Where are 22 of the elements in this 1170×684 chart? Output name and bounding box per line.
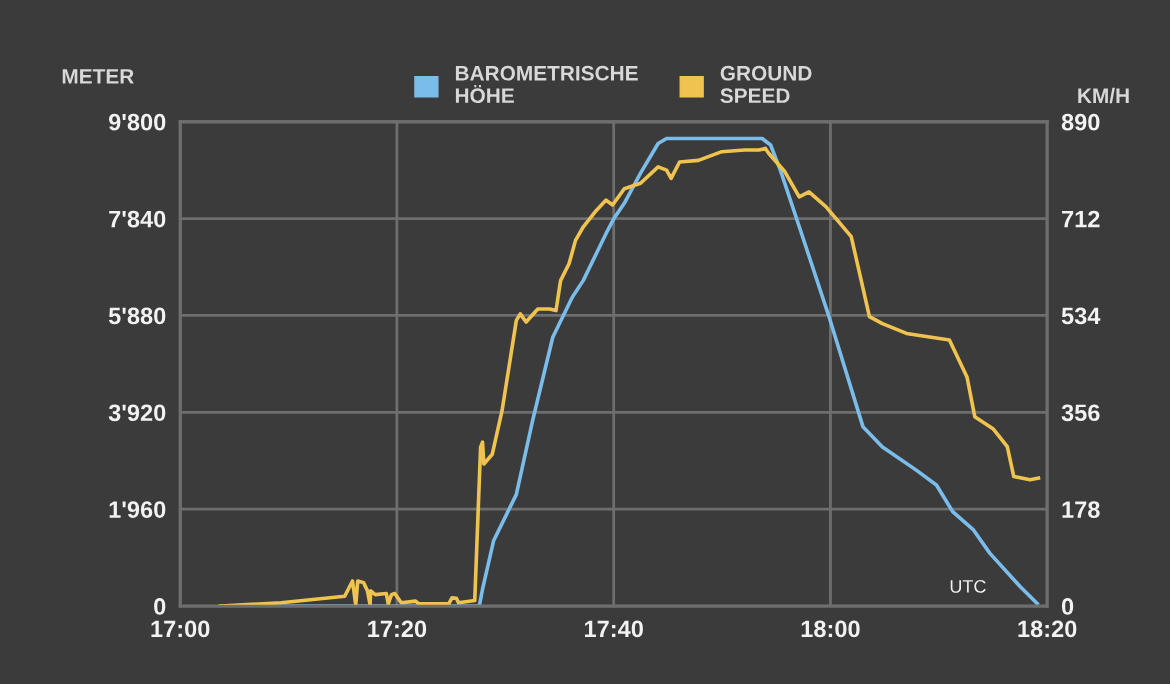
y2-tick-label: 356 bbox=[1061, 404, 1100, 422]
y2-tick-label: 534 bbox=[1061, 307, 1101, 325]
y-tick-label: 9'800 bbox=[108, 113, 166, 131]
x-tick-label: 17:40 bbox=[584, 620, 643, 638]
y-tick-label: 1'960 bbox=[109, 501, 166, 518]
x-tick-label: 17:20 bbox=[368, 620, 427, 638]
y-axis-title: METER bbox=[62, 69, 134, 84]
x-tick-label: 18:20 bbox=[1018, 620, 1077, 638]
y-tick-label: 7'840 bbox=[109, 210, 166, 228]
x-tick-label: 17:00 bbox=[151, 620, 210, 638]
y-tick-label: 5'880 bbox=[108, 307, 166, 325]
y-tick-label: 3'920 bbox=[108, 404, 166, 422]
y2-tick-label: 890 bbox=[1061, 113, 1100, 131]
y2-tick-label: 712 bbox=[1062, 210, 1100, 228]
legend-label: GROUND SPEED bbox=[720, 65, 812, 104]
y2-tick-label: 0 bbox=[1061, 598, 1074, 615]
y2-tick-label: 178 bbox=[1062, 501, 1100, 518]
x-tick-label: 18:00 bbox=[801, 620, 860, 638]
y-tick-label: 0 bbox=[154, 598, 166, 615]
legend-label: BAROMETRISCHE HÖHE bbox=[455, 65, 638, 104]
annotation: UTC bbox=[950, 579, 986, 593]
y2-axis-title: KM/H bbox=[1078, 87, 1129, 104]
